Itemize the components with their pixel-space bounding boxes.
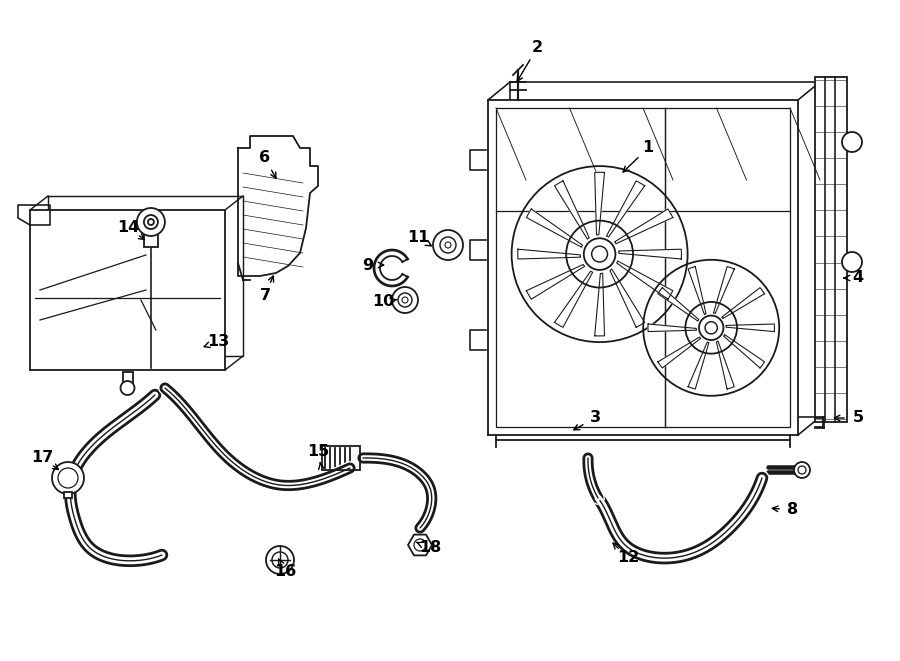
Bar bbox=[815, 77, 847, 422]
Circle shape bbox=[414, 539, 426, 551]
Circle shape bbox=[398, 293, 412, 307]
Text: 6: 6 bbox=[259, 151, 271, 165]
Text: 13: 13 bbox=[207, 334, 230, 350]
Circle shape bbox=[798, 466, 806, 474]
Text: 3: 3 bbox=[590, 410, 600, 426]
Polygon shape bbox=[526, 209, 582, 247]
Circle shape bbox=[699, 315, 724, 340]
Polygon shape bbox=[724, 334, 764, 368]
Circle shape bbox=[392, 287, 418, 313]
Circle shape bbox=[705, 322, 717, 334]
Circle shape bbox=[566, 221, 633, 288]
Circle shape bbox=[137, 208, 165, 236]
Polygon shape bbox=[48, 196, 243, 356]
Circle shape bbox=[584, 238, 616, 270]
Circle shape bbox=[144, 215, 158, 229]
Circle shape bbox=[121, 381, 134, 395]
Polygon shape bbox=[618, 249, 681, 259]
Polygon shape bbox=[688, 266, 706, 315]
Text: 10: 10 bbox=[372, 295, 394, 309]
Bar bbox=[488, 100, 798, 435]
Polygon shape bbox=[554, 181, 590, 239]
Polygon shape bbox=[595, 273, 605, 336]
Polygon shape bbox=[526, 264, 585, 299]
Bar bbox=[122, 372, 132, 386]
Polygon shape bbox=[518, 249, 580, 259]
Polygon shape bbox=[658, 337, 701, 368]
Circle shape bbox=[591, 246, 608, 262]
Polygon shape bbox=[688, 342, 709, 389]
Circle shape bbox=[794, 462, 810, 478]
Polygon shape bbox=[722, 288, 764, 319]
Polygon shape bbox=[607, 181, 644, 237]
Polygon shape bbox=[616, 261, 673, 299]
Bar bbox=[143, 214, 159, 230]
Text: 5: 5 bbox=[852, 410, 864, 426]
Polygon shape bbox=[716, 341, 734, 389]
Circle shape bbox=[842, 132, 862, 152]
Text: 2: 2 bbox=[531, 40, 543, 56]
Circle shape bbox=[52, 462, 84, 494]
Polygon shape bbox=[610, 269, 644, 327]
Circle shape bbox=[433, 230, 463, 260]
Text: 18: 18 bbox=[418, 541, 441, 555]
Polygon shape bbox=[714, 266, 734, 313]
Circle shape bbox=[842, 252, 862, 272]
Circle shape bbox=[402, 297, 408, 303]
Text: 4: 4 bbox=[852, 270, 864, 286]
Bar bbox=[64, 492, 72, 498]
Polygon shape bbox=[554, 271, 593, 327]
Circle shape bbox=[58, 468, 78, 488]
Text: 8: 8 bbox=[788, 502, 798, 518]
Polygon shape bbox=[615, 209, 673, 244]
Polygon shape bbox=[595, 173, 605, 235]
Circle shape bbox=[686, 302, 737, 354]
Text: 15: 15 bbox=[307, 444, 329, 459]
Polygon shape bbox=[658, 288, 698, 321]
Circle shape bbox=[440, 237, 456, 253]
Text: 14: 14 bbox=[117, 221, 140, 235]
Circle shape bbox=[445, 242, 451, 248]
Text: 11: 11 bbox=[407, 231, 429, 245]
Text: 17: 17 bbox=[31, 451, 53, 465]
Text: 9: 9 bbox=[363, 258, 374, 272]
Polygon shape bbox=[648, 324, 697, 332]
Bar bbox=[30, 210, 225, 370]
Text: 1: 1 bbox=[643, 141, 653, 155]
Bar bbox=[496, 108, 790, 427]
Text: 12: 12 bbox=[616, 551, 639, 566]
Polygon shape bbox=[726, 324, 774, 332]
Text: 7: 7 bbox=[259, 288, 271, 303]
Circle shape bbox=[266, 546, 294, 574]
Bar bbox=[144, 227, 158, 247]
Bar bbox=[322, 446, 360, 470]
Text: 16: 16 bbox=[274, 564, 296, 580]
Polygon shape bbox=[408, 535, 432, 555]
Circle shape bbox=[148, 219, 154, 225]
Circle shape bbox=[272, 552, 288, 568]
